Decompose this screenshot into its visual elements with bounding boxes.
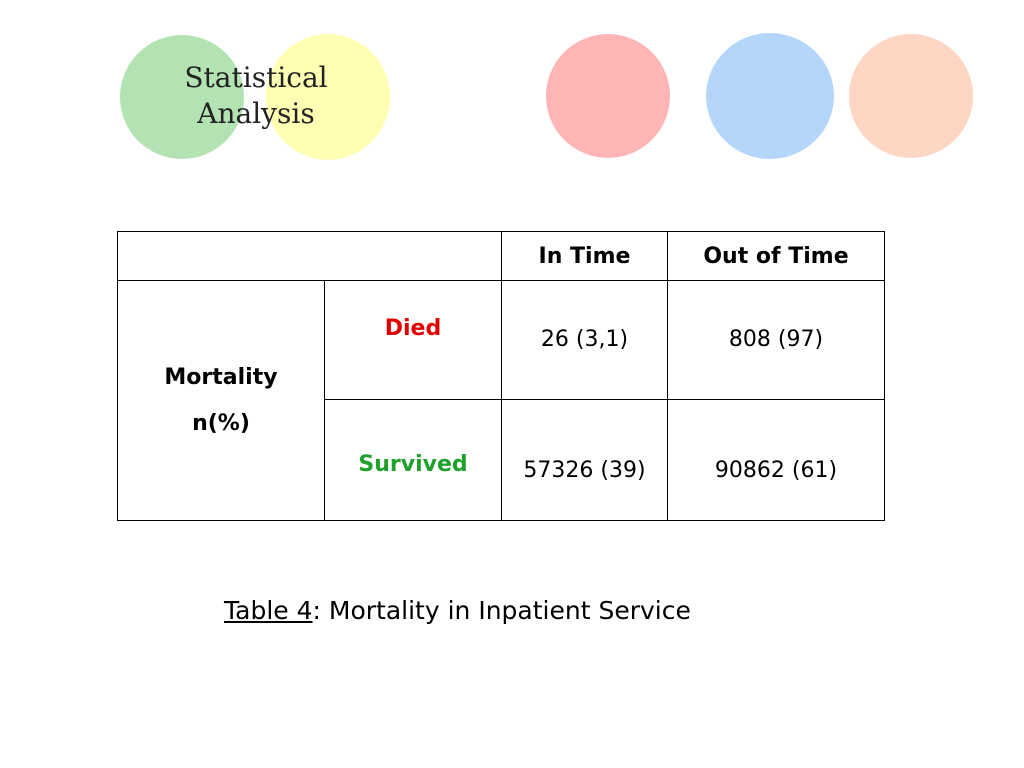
decorative-circle-blue bbox=[706, 33, 834, 159]
decorative-circle-pink bbox=[546, 34, 670, 158]
died-out-of-time-value: 808 (97) bbox=[728, 326, 824, 352]
header-out-of-time: Out of Time bbox=[667, 231, 885, 281]
decorative-circle-peach bbox=[849, 34, 973, 158]
caption-text: : Mortality in Inpatient Service bbox=[312, 596, 691, 625]
survived-in-time-cell: 57326 (39) bbox=[501, 399, 668, 521]
category-died-cell: Died bbox=[324, 280, 502, 400]
survived-out-of-time-value: 90862 (61) bbox=[714, 457, 838, 483]
row-label-line2: n(%) bbox=[192, 410, 250, 436]
survived-in-time-value: 57326 (39) bbox=[523, 457, 646, 483]
row-label-mortality: Mortality n(%) bbox=[117, 280, 325, 521]
caption-label: Table 4 bbox=[224, 596, 313, 625]
decorative-circle-green bbox=[120, 35, 244, 159]
table-row-died: Mortality n(%) Died 26 (3,1) 808 (97) bbox=[117, 280, 885, 521]
table-row-survived: Survived 57326 (39) 90862 (61) bbox=[118, 399, 885, 521]
mortality-table: In Time Out of Time Mortality n(%) Died … bbox=[117, 231, 885, 521]
died-out-of-time-cell: 808 (97) bbox=[667, 280, 885, 400]
row-label-line1: Mortality bbox=[164, 364, 278, 390]
category-survived: Survived bbox=[358, 451, 468, 477]
survived-out-of-time-cell: 90862 (61) bbox=[667, 399, 885, 521]
header-in-time: In Time bbox=[501, 231, 668, 281]
died-in-time-cell: 26 (3,1) bbox=[501, 280, 668, 400]
table-corner-cell bbox=[117, 231, 502, 281]
slide-title-line2: Analysis bbox=[197, 97, 315, 130]
died-in-time-value: 26 (3,1) bbox=[540, 326, 629, 352]
category-died: Died bbox=[384, 315, 442, 341]
decorative-circle-yellow bbox=[266, 34, 390, 160]
slide-title: Statistical Analysis bbox=[170, 60, 342, 132]
slide-title-line1: Statistical bbox=[184, 61, 328, 94]
table-caption: Table 4: Mortality in Inpatient Service bbox=[224, 596, 691, 625]
table-header-row: In Time Out of Time bbox=[117, 231, 885, 281]
category-survived-cell: Survived bbox=[324, 399, 502, 521]
